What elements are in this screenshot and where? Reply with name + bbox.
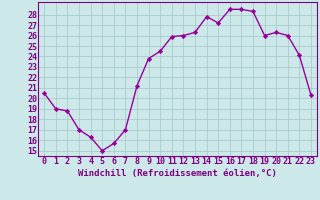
- X-axis label: Windchill (Refroidissement éolien,°C): Windchill (Refroidissement éolien,°C): [78, 169, 277, 178]
